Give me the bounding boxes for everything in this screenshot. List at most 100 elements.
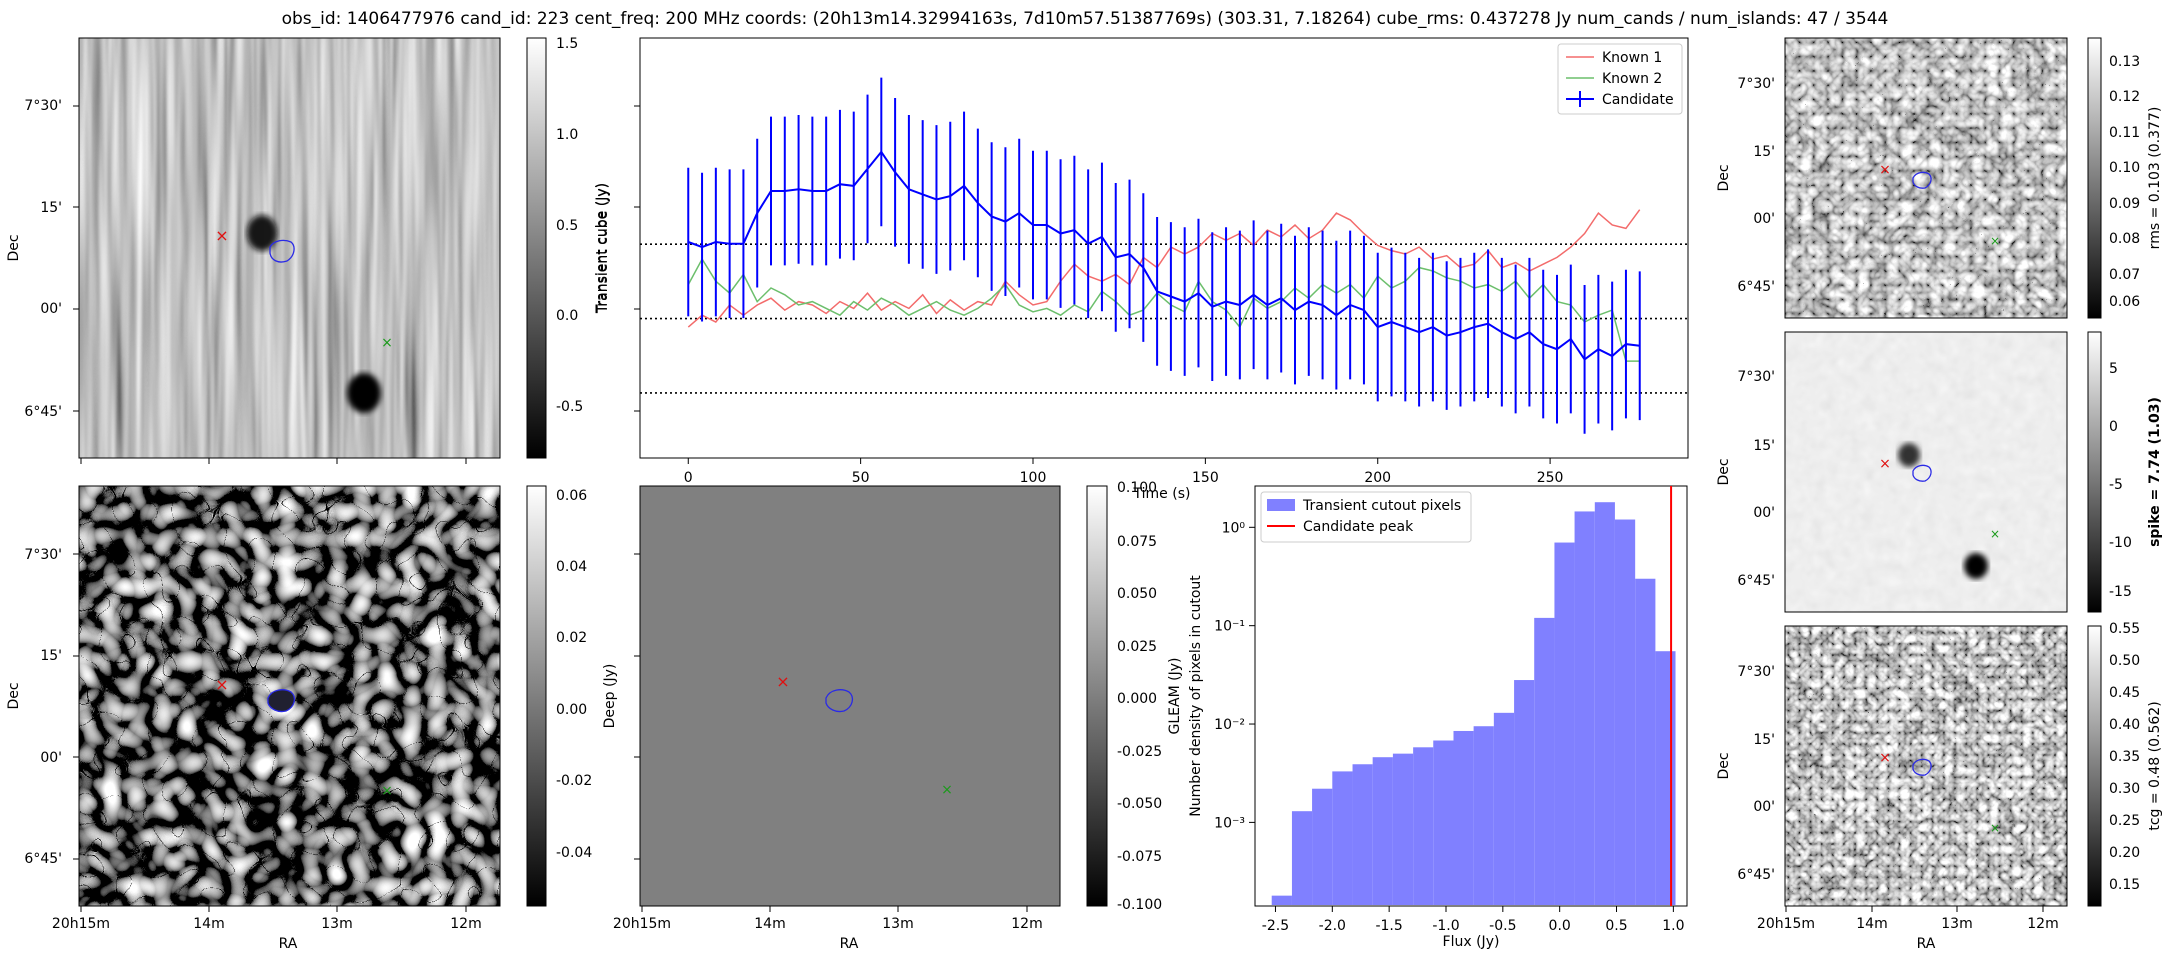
dec-tick: 00' bbox=[40, 750, 62, 766]
gleam-image bbox=[640, 486, 1060, 906]
spike-dark-source bbox=[1964, 553, 1988, 579]
histogram-bar bbox=[1332, 771, 1353, 905]
ra-tick: 14m bbox=[193, 916, 224, 932]
colorbar-tick: 0.050 bbox=[1117, 586, 1157, 602]
known1-marker: × bbox=[1879, 750, 1891, 766]
histogram-bar bbox=[1574, 511, 1595, 905]
deep-colorbar bbox=[526, 485, 547, 907]
colorbar-tick: -0.025 bbox=[1117, 744, 1162, 760]
ra-axis-label: RA bbox=[840, 936, 859, 952]
histogram-panel: -2.5 -2.0 -1.5 -1.0 -0.5 0.0 0.5 1.0 10⁰ 10⁻¹ 10⁻… bbox=[1188, 485, 1688, 950]
colorbar-tick: 0.35 bbox=[2109, 749, 2140, 765]
legend-hist: Transient cutout pixels bbox=[1302, 498, 1461, 514]
dec-tick: 00' bbox=[40, 301, 62, 317]
dec-tick: 7°30' bbox=[1737, 664, 1775, 680]
ra-tick: 14m bbox=[754, 916, 785, 932]
known2-marker: × bbox=[1990, 821, 2000, 835]
transient-cube-label-left: Transient cube (Jy) bbox=[595, 183, 611, 314]
colorbar-tick: 0.30 bbox=[2109, 781, 2140, 797]
colorbar-tick: 0.08 bbox=[2109, 231, 2140, 247]
transient-axes bbox=[78, 37, 501, 459]
dec-tick: 6°45' bbox=[1737, 867, 1775, 883]
dec-tick: 6°45' bbox=[24, 851, 62, 867]
known-2-series bbox=[687, 257, 1640, 362]
hist-y-tick-label: 10⁰ bbox=[1222, 520, 1246, 536]
histogram-bar bbox=[1453, 730, 1474, 905]
colorbar-tick: 0.11 bbox=[2109, 125, 2140, 141]
dec-axis-label: Dec bbox=[1716, 458, 1732, 485]
colorbar-tick: 0.02 bbox=[556, 630, 587, 646]
ra-tick: 12m bbox=[450, 916, 481, 932]
ra-axis-label: RA bbox=[1917, 936, 1936, 952]
colorbar-tick: -15 bbox=[2109, 584, 2132, 600]
candidate-contour bbox=[1912, 758, 1932, 776]
ra-tick: 13m bbox=[1941, 916, 1972, 932]
colorbar-tick: -5 bbox=[2109, 477, 2123, 493]
colorbar-tick: 5 bbox=[2109, 361, 2118, 377]
histogram-bar bbox=[1433, 740, 1454, 905]
histogram-bar bbox=[1514, 680, 1535, 905]
colorbar-tick: 1.5 bbox=[556, 36, 578, 52]
dec-tick: 15' bbox=[1753, 438, 1775, 454]
figure-title: obs_id: 1406477976 cand_id: 223 cent_fre… bbox=[282, 9, 1889, 29]
ra-axis-label: RA bbox=[279, 936, 298, 952]
histogram-bar bbox=[1635, 578, 1656, 905]
tcg-panel: × × Dec 7°30' 15' 00' 6°45' 20h15m 14m 1… bbox=[1716, 621, 2163, 952]
colorbar-tick: 0.55 bbox=[2109, 621, 2140, 637]
hist-y-tick-label: 10⁻¹ bbox=[1214, 619, 1245, 635]
histogram-bar bbox=[1534, 617, 1555, 905]
dec-axis-label: Dec bbox=[1716, 164, 1732, 191]
known1-marker: × bbox=[215, 226, 228, 245]
candidate-contour bbox=[269, 239, 295, 263]
lightcurve-x-ticks: 0 50 100 150 200 250 bbox=[684, 458, 1564, 486]
colorbar-tick: -0.050 bbox=[1117, 796, 1162, 812]
tcg-colorbar-label: tcg = 0.48 (0.562) bbox=[2147, 701, 2163, 830]
lightcurve-legend: Known 1 Known 2 Candidate bbox=[1557, 43, 1683, 115]
colorbar-tick: 0.100 bbox=[1117, 480, 1157, 496]
colorbar-tick: -0.5 bbox=[556, 399, 583, 415]
histogram-legend: Transient cutout pixels Candidate peak bbox=[1260, 491, 1472, 543]
dec-tick: 15' bbox=[40, 648, 62, 664]
known1-marker: × bbox=[1879, 162, 1891, 178]
legend-peak: Candidate peak bbox=[1303, 519, 1414, 535]
hist-x-tick-label: -0.5 bbox=[1489, 918, 1516, 934]
known1-marker: × bbox=[1879, 456, 1891, 472]
transient-colorbar-label: Transient cube (Jy) bbox=[594, 183, 610, 314]
ra-tick: 20h15m bbox=[1757, 916, 1815, 932]
dec-tick: 00' bbox=[1753, 211, 1775, 227]
deep-panel: × × Dec 7°30' 15' 00' 6°45' 20h15m 14m 1… bbox=[6, 485, 592, 952]
x-tick-label: 0 bbox=[684, 470, 693, 486]
histogram-bar bbox=[1493, 712, 1515, 905]
gleam-colorbar bbox=[1086, 485, 1108, 907]
ra-tick: 14m bbox=[1856, 916, 1887, 932]
known2-marker: × bbox=[1990, 527, 2000, 541]
histogram-bar bbox=[1352, 764, 1373, 905]
dec-tick: 6°45' bbox=[24, 404, 62, 420]
colorbar-tick: -10 bbox=[2109, 535, 2132, 551]
colorbar-tick: 0.0 bbox=[556, 308, 578, 324]
histogram-bar bbox=[1594, 502, 1615, 905]
candidate-series bbox=[687, 150, 1640, 361]
known-1-series bbox=[687, 209, 1641, 328]
known2-marker: × bbox=[381, 783, 393, 799]
gleam-panel: × × 20h15m 14m 13m 12m RA Deep (Jy) 0.10… bbox=[602, 480, 1183, 952]
spike-colorbar bbox=[2087, 331, 2102, 613]
hist-x-tick-label: -1.0 bbox=[1432, 918, 1459, 934]
ra-tick: 12m bbox=[2027, 916, 2058, 932]
tcg-colorbar bbox=[2087, 625, 2102, 907]
colorbar-tick: 0.06 bbox=[2109, 294, 2140, 310]
colorbar-tick: 0.20 bbox=[2109, 845, 2140, 861]
dec-tick: 7°30' bbox=[24, 547, 62, 563]
ra-tick: 13m bbox=[882, 916, 913, 932]
histogram-bar bbox=[1614, 519, 1636, 905]
lightcurve-panel: 0 50 100 150 200 250 Time (s) Transient cube … bbox=[595, 37, 1689, 502]
histogram-ylabel: Number density of pixels in cutout bbox=[1188, 575, 1204, 817]
hist-x-tick-label: -2.5 bbox=[1262, 918, 1289, 934]
candidate-contour bbox=[825, 689, 854, 713]
x-tick-label: 250 bbox=[1537, 470, 1564, 486]
dec-tick: 6°45' bbox=[1737, 279, 1775, 295]
dec-tick: 15' bbox=[1753, 144, 1775, 160]
colorbar-tick: 0.025 bbox=[1117, 639, 1157, 655]
x-tick-label: 50 bbox=[852, 470, 870, 486]
rms-image bbox=[1785, 38, 2067, 318]
